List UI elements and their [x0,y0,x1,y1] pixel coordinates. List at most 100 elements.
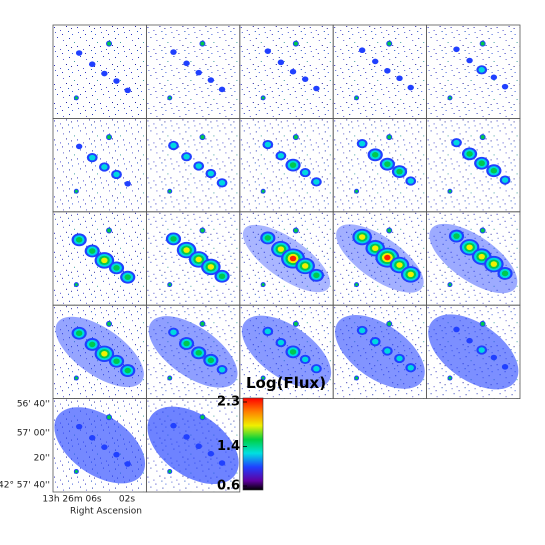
emission-knot [113,265,120,271]
source [386,320,393,327]
emission-knot [170,422,177,429]
emission-knot [358,327,366,334]
emission-knot [490,74,498,81]
emission-knot [466,337,473,344]
channel-panel [333,305,427,399]
emission-knot [453,139,460,146]
emission-knot [89,341,96,348]
channel-panel [333,25,427,119]
emission-knot [301,356,309,363]
colorbar-tick-label: 2.3 [217,395,240,410]
source [354,188,360,194]
emission-knot [289,68,297,75]
emission-knot [478,253,485,260]
emission-knot [313,85,320,92]
source [354,95,360,101]
emission-knot [313,179,320,185]
emission-knot [75,143,83,150]
emission-knot [301,76,309,82]
panel-border [145,398,241,493]
emission-knot [183,247,190,253]
channel-panel [426,25,520,119]
emission-knot [75,50,83,56]
source [199,320,206,327]
channel-panel [146,305,240,399]
emission-knot [75,330,83,337]
panel-bg [426,25,520,119]
emission-knot [264,141,272,148]
emission-knot [490,261,498,267]
emission-knot [501,364,509,370]
emission-knot [170,329,177,336]
emission-knot [372,58,379,65]
emission-knot [89,435,96,441]
emission-knot [301,263,309,269]
source [479,40,486,47]
source [106,414,113,421]
emission-knot [124,461,131,467]
emission-knot [384,161,391,167]
emission-knot [170,236,177,242]
emission-knot [289,255,297,262]
source [199,134,206,141]
channel-maps [52,24,521,493]
emission-knot [89,154,96,161]
source [73,188,79,194]
diffuse-emission [147,406,239,485]
emission-knot [170,49,177,55]
source [292,134,299,141]
emission-knot [490,354,498,361]
channel-panel [333,211,427,306]
source [167,282,173,288]
emission-knot [207,357,215,364]
emission-knot [170,142,177,149]
source [106,134,113,141]
source [354,282,360,288]
emission-knot [195,163,202,169]
source [447,188,453,194]
emission-knot [207,264,215,270]
emission-knot [101,350,108,357]
source [386,227,393,234]
y-tick-label: 20'' [34,454,50,464]
source [73,468,79,474]
emission-knot [218,460,226,466]
y-tick-label: -42° 57' 40'' [0,481,50,491]
emission-knot [289,162,297,168]
source [167,468,173,474]
source [199,227,206,234]
emission-knot [124,180,131,187]
emission-knot [384,67,391,74]
emission-knot [501,177,509,183]
source [447,95,453,101]
source [199,40,206,47]
emission-knot [101,164,108,170]
emission-knot [207,450,215,457]
emission-knot [124,87,131,94]
channel-panel [53,25,147,119]
emission-knot [466,151,473,157]
emission-knot [183,60,190,67]
emission-knot [75,423,83,430]
y-tick-label: 56' 40'' [17,400,50,410]
emission-knot [372,245,379,252]
emission-knot [453,46,460,53]
source [447,375,453,381]
emission-knot [218,366,226,373]
colorbar-tick-label: 1.4 [217,439,240,454]
emission-knot [207,77,215,83]
x-axis-title: Right Ascension [70,507,142,517]
source [106,320,113,327]
emission-knot [478,67,485,73]
channel-panel [146,398,240,492]
emission-knot [101,444,108,450]
emission-knot [264,328,272,335]
emission-knot [183,153,190,160]
channel-panel [239,118,334,212]
emission-knot [407,84,414,91]
colorbar [242,397,264,491]
channel-panel [239,25,334,119]
source [167,188,173,194]
panel-bg [53,25,147,119]
